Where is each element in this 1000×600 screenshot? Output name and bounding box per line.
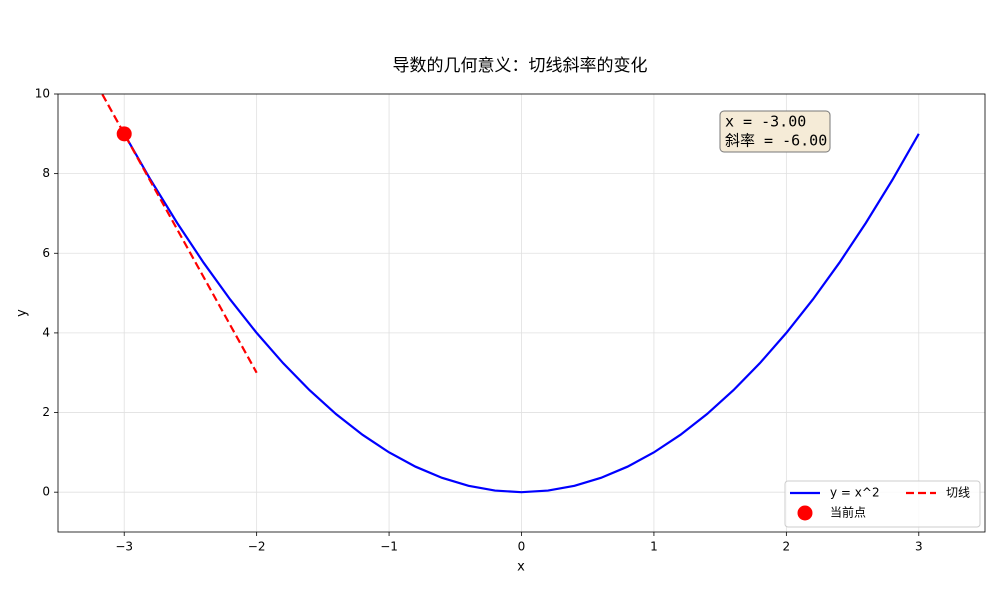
- y-tick-label: 8: [42, 166, 50, 180]
- x-tick-label: 0: [518, 540, 526, 554]
- y-tick-label: 4: [42, 325, 50, 339]
- chart-title: 导数的几何意义：切线斜率的变化: [393, 56, 648, 76]
- legend-marker: [797, 505, 813, 521]
- x-tick-label: 1: [650, 540, 658, 554]
- annotation-box: [719, 110, 831, 153]
- line-series: [123, 133, 920, 494]
- y-tick-label: 10: [35, 87, 50, 101]
- x-tick-label: −3: [115, 540, 133, 554]
- y-tick-label: 2: [42, 405, 50, 419]
- axes-frame: [57, 93, 986, 533]
- x-tick-label: 2: [783, 540, 791, 554]
- plot-area: [100, 94, 920, 494]
- x-axis-label: x: [517, 560, 525, 575]
- annotation-text: x = -3.00: [725, 113, 806, 131]
- annotation-text: 斜率 = -6.00: [725, 132, 827, 150]
- point: [116, 126, 132, 142]
- x-tick-label: −1: [380, 540, 398, 554]
- legend-label: y = x^2: [830, 486, 880, 500]
- y-axis-label: y: [15, 309, 30, 317]
- legend-label: 当前点: [830, 505, 866, 520]
- x-tick-label: −2: [248, 540, 266, 554]
- y-tick-label: 0: [42, 485, 50, 499]
- x-tick-label: 3: [915, 540, 923, 554]
- y-tick-label: 6: [42, 246, 50, 260]
- legend-label: 切线: [946, 486, 970, 500]
